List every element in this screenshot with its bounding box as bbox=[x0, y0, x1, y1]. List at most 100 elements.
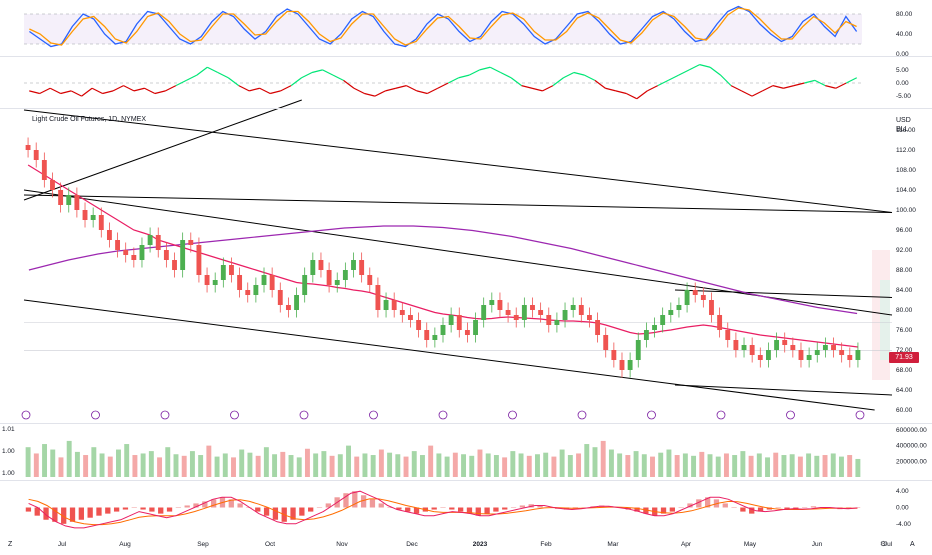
osc-segment bbox=[825, 85, 836, 89]
price-tick-label: 92.00 bbox=[896, 247, 913, 254]
candle-body bbox=[180, 240, 186, 270]
osc-segment bbox=[814, 79, 826, 87]
macd-histogram-bar bbox=[669, 507, 675, 512]
price-tick-label: 108.00 bbox=[896, 167, 916, 174]
osc-segment bbox=[133, 87, 145, 92]
x-axis-tick-label: May bbox=[744, 541, 757, 548]
osc-tick-label: 0.00 bbox=[896, 80, 909, 87]
macd-histogram-bar bbox=[510, 507, 517, 508]
volume-bar bbox=[608, 449, 614, 477]
candle-body bbox=[725, 330, 731, 340]
pane-divider[interactable] bbox=[0, 480, 932, 481]
volume-bar bbox=[107, 456, 113, 477]
price-tick-label: 84.00 bbox=[896, 287, 913, 294]
x-axis-tick-label: Jul bbox=[58, 541, 67, 548]
osc-segment bbox=[49, 87, 61, 95]
candle-body bbox=[473, 320, 478, 335]
settings-icon[interactable]: ⚙ bbox=[880, 541, 887, 548]
trendline bbox=[23, 109, 893, 213]
candle-body bbox=[294, 295, 299, 310]
stoch-tick-label: 40.00 bbox=[896, 31, 913, 38]
volume-bar bbox=[370, 455, 376, 477]
volume-bar bbox=[436, 453, 442, 477]
osc-segment bbox=[249, 87, 260, 92]
candle-body bbox=[668, 310, 674, 315]
symbol-title[interactable]: Light Crude Oil Futures, 1D, NYMEX bbox=[32, 116, 146, 123]
osc-segment bbox=[709, 66, 721, 76]
macd-histogram-bar bbox=[308, 507, 314, 512]
candle-body bbox=[375, 285, 381, 310]
macd-histogram-bar bbox=[43, 507, 49, 520]
price-tick-label: 96.00 bbox=[896, 227, 913, 234]
event-marker-icon bbox=[230, 410, 239, 420]
event-marker-icon bbox=[508, 410, 517, 420]
candle-body bbox=[554, 320, 560, 325]
candle-body bbox=[318, 260, 324, 270]
osc-segment bbox=[91, 87, 103, 95]
candle-body bbox=[302, 275, 308, 295]
volume-bar bbox=[419, 455, 425, 477]
pane-divider[interactable] bbox=[0, 423, 932, 424]
candle-body bbox=[652, 325, 657, 330]
osc-segment bbox=[165, 85, 177, 92]
candle-body bbox=[521, 305, 527, 320]
candle-body bbox=[351, 260, 356, 270]
candle-body bbox=[90, 215, 96, 220]
volume-bar bbox=[239, 449, 245, 477]
timezone-label[interactable]: Z bbox=[8, 541, 13, 548]
volume-bar bbox=[830, 453, 836, 477]
candle-body bbox=[220, 265, 226, 280]
candle-body bbox=[684, 290, 690, 305]
candle-body bbox=[326, 270, 332, 285]
volume-bar bbox=[181, 455, 187, 477]
volume-bar bbox=[362, 453, 368, 477]
pane-divider[interactable] bbox=[0, 108, 932, 109]
volume-bar bbox=[633, 451, 639, 477]
last-price-badge: 71.93 bbox=[889, 352, 919, 363]
candle-body bbox=[115, 240, 121, 250]
macd-histogram-bar bbox=[722, 503, 728, 508]
trendline bbox=[23, 194, 893, 213]
candle-body bbox=[74, 195, 80, 210]
volume-bar bbox=[855, 458, 861, 477]
candle-body bbox=[229, 265, 234, 275]
osc-segment bbox=[332, 74, 344, 81]
volume-bar bbox=[337, 454, 343, 477]
volume-bar bbox=[822, 455, 828, 477]
pane-divider[interactable] bbox=[0, 56, 932, 57]
candle-body bbox=[587, 315, 592, 320]
osc-segment bbox=[688, 64, 700, 71]
macd-histogram-bar bbox=[105, 507, 111, 514]
osc-segment bbox=[70, 90, 82, 97]
candle-body bbox=[269, 275, 275, 290]
macd-histogram-bar bbox=[96, 507, 102, 516]
price-tick-label: 88.00 bbox=[896, 267, 913, 274]
volume-bar bbox=[551, 456, 557, 477]
auto-scale-button[interactable]: A bbox=[910, 541, 915, 548]
trendline bbox=[674, 289, 893, 298]
volume-bar bbox=[740, 451, 746, 477]
price-tick-label: 60.00 bbox=[896, 407, 913, 414]
macd-histogram-bar bbox=[854, 507, 861, 508]
candle-body bbox=[464, 330, 470, 335]
osc-segment bbox=[39, 87, 51, 95]
volume-bar bbox=[272, 454, 278, 477]
candle-body bbox=[839, 350, 845, 355]
volume-bar bbox=[74, 451, 80, 477]
macd-histogram-bar bbox=[810, 506, 817, 508]
osc-segment bbox=[196, 66, 208, 76]
x-axis-tick-label: Mar bbox=[607, 541, 619, 548]
macd-histogram-bar bbox=[387, 507, 393, 508]
volume-bar bbox=[206, 445, 212, 477]
volume-bar bbox=[329, 455, 335, 477]
osc-tick-label: -5.00 bbox=[896, 93, 911, 100]
osc-segment bbox=[468, 69, 480, 76]
currency-label: USD bbox=[896, 117, 911, 124]
osc-segment bbox=[804, 79, 816, 84]
volume-bar bbox=[625, 455, 631, 477]
volume-bar bbox=[66, 440, 72, 477]
osc-segment bbox=[500, 71, 512, 79]
candle-body bbox=[595, 320, 601, 335]
macd-histogram-bar bbox=[757, 507, 764, 512]
